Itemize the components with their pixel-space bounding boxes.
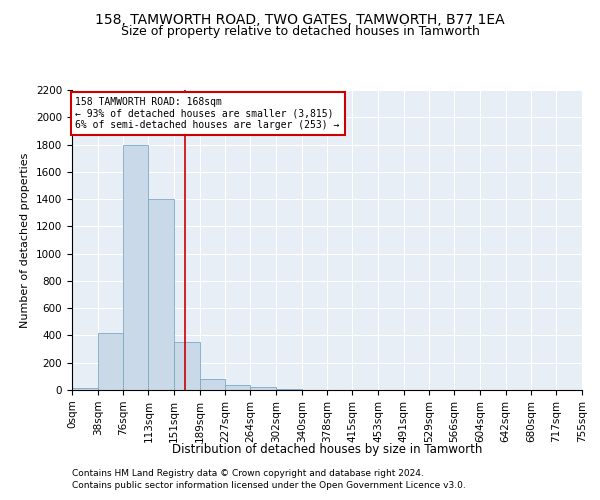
Text: Size of property relative to detached houses in Tamworth: Size of property relative to detached ho… (121, 25, 479, 38)
Bar (124, 144, 148, 390)
Bar (174, 342, 200, 390)
Bar (200, 379, 226, 390)
Text: 158 TAMWORTH ROAD: 168sqm
← 93% of detached houses are smaller (3,815)
6% of sem: 158 TAMWORTH ROAD: 168sqm ← 93% of detac… (76, 97, 340, 130)
Y-axis label: Number of detached properties: Number of detached properties (20, 152, 31, 328)
Text: Contains public sector information licensed under the Open Government Licence v3: Contains public sector information licen… (72, 481, 466, 490)
Bar (98, 332, 124, 390)
Bar (250, 388, 276, 390)
Text: Contains HM Land Registry data © Crown copyright and database right 2024.: Contains HM Land Registry data © Crown c… (72, 468, 424, 477)
Bar (226, 385, 250, 390)
Bar (148, 199, 174, 390)
Bar (72, 388, 98, 390)
Text: 158, TAMWORTH ROAD, TWO GATES, TAMWORTH, B77 1EA: 158, TAMWORTH ROAD, TWO GATES, TAMWORTH,… (95, 12, 505, 26)
Text: Distribution of detached houses by size in Tamworth: Distribution of detached houses by size … (172, 442, 482, 456)
Bar (276, 388, 302, 390)
